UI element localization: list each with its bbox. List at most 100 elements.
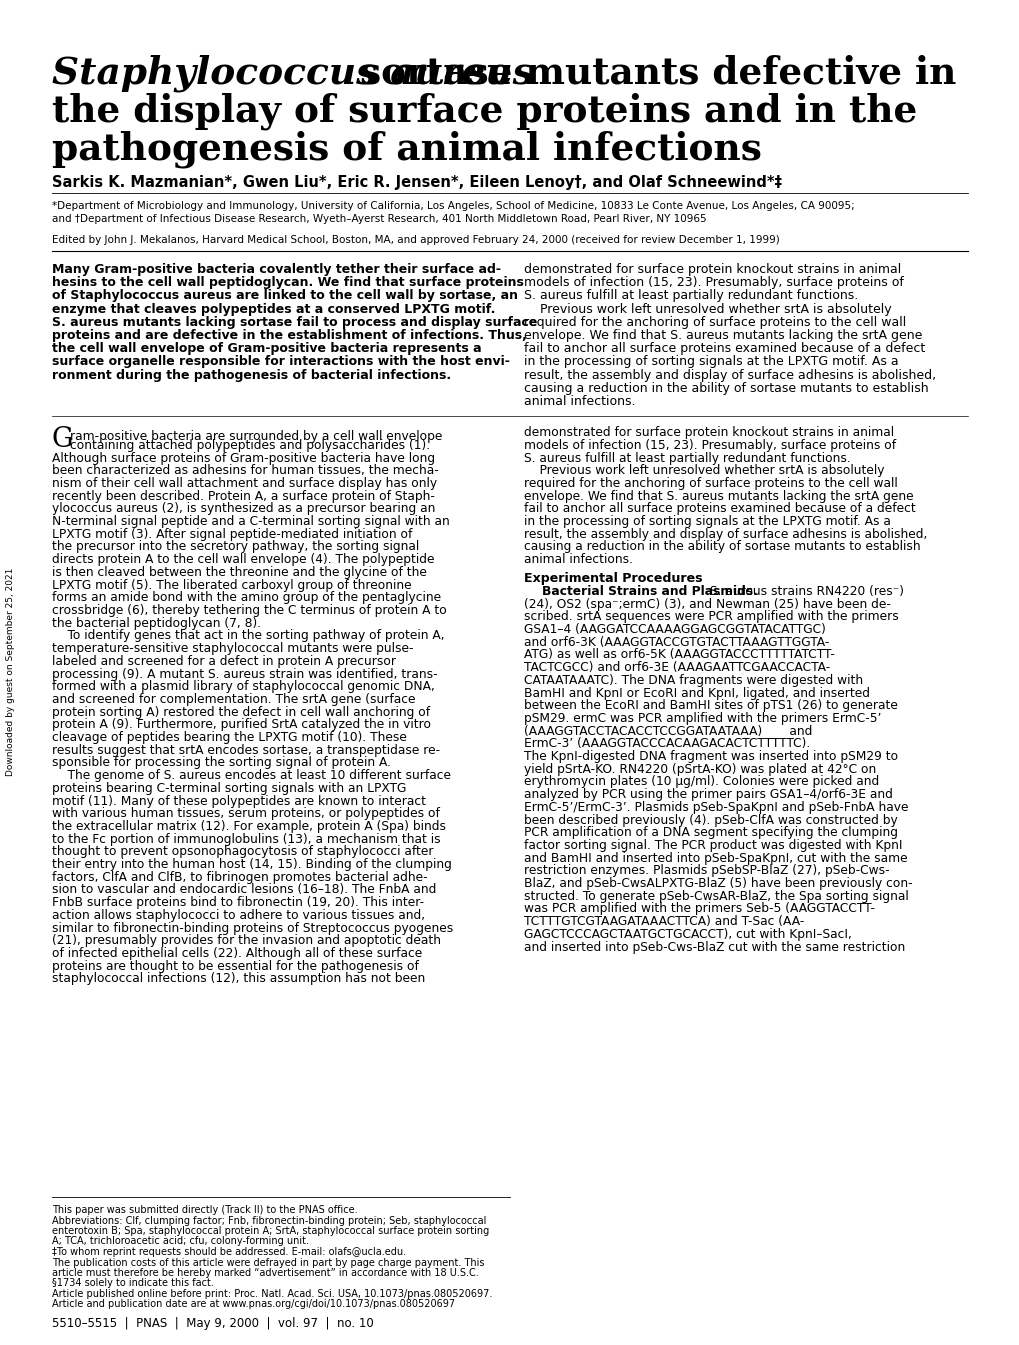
Text: result, the assembly and display of surface adhesins is abolished,: result, the assembly and display of surf… (524, 527, 926, 541)
Text: between the EcoRI and BamHI sites of pTS1 (26) to generate: between the EcoRI and BamHI sites of pTS… (524, 699, 897, 713)
Text: §1734 solely to indicate this fact.: §1734 solely to indicate this fact. (52, 1278, 214, 1289)
Text: causing a reduction in the ability of sortase mutants to establish: causing a reduction in the ability of so… (524, 541, 920, 554)
Text: was PCR amplified with the primers Seb-5 (AAGGTACCTT-: was PCR amplified with the primers Seb-5… (524, 902, 874, 916)
Text: ErmC-3’ (AAAGGTACCCACAAGACACTCTTTTTC).: ErmC-3’ (AAAGGTACCCACAAGACACTCTTTTTC). (524, 737, 809, 751)
Text: in the processing of sorting signals at the LPXTG motif. As a: in the processing of sorting signals at … (524, 515, 890, 529)
Text: sion to vascular and endocardic lesions (16–18). The FnbA and: sion to vascular and endocardic lesions … (52, 884, 436, 896)
Text: pSM29. ermC was PCR amplified with the primers ErmC-5’: pSM29. ermC was PCR amplified with the p… (524, 712, 880, 725)
Text: TCTTTGTCGTAAGATAAACTTCA) and T-Sac (AA-: TCTTTGTCGTAAGATAAACTTCA) and T-Sac (AA- (524, 915, 804, 928)
Text: to the Fc portion of immunoglobulins (13), a mechanism that is: to the Fc portion of immunoglobulins (13… (52, 833, 440, 846)
Text: of Staphylococcus aureus are linked to the cell wall by sortase, an: of Staphylococcus aureus are linked to t… (52, 289, 518, 303)
Text: similar to fibronectin-binding proteins of Streptococcus pyogenes: similar to fibronectin-binding proteins … (52, 921, 452, 935)
Text: sortase mutants defective in: sortase mutants defective in (346, 55, 956, 91)
Text: BlaZ, and pSeb-CwsALPXTG-BlaZ (5) have been previously con-: BlaZ, and pSeb-CwsALPXTG-BlaZ (5) have b… (524, 877, 912, 890)
Text: N-terminal signal peptide and a C-terminal sorting signal with an: N-terminal signal peptide and a C-termin… (52, 515, 449, 529)
Text: Previous work left unresolved whether srtA is absolutely: Previous work left unresolved whether sr… (524, 464, 883, 477)
Text: protein sorting A) restored the defect in cell wall anchoring of: protein sorting A) restored the defect i… (52, 706, 430, 718)
Text: Edited by John J. Mekalanos, Harvard Medical School, Boston, MA, and approved Fe: Edited by John J. Mekalanos, Harvard Med… (52, 235, 779, 245)
Text: animal infections.: animal infections. (524, 395, 635, 408)
Text: article must therefore be hereby marked “advertisement” in accordance with 18 U.: article must therefore be hereby marked … (52, 1268, 478, 1278)
Text: models of infection (15, 23). Presumably, surface proteins of: models of infection (15, 23). Presumably… (524, 438, 896, 452)
Text: labeled and screened for a defect in protein A precursor: labeled and screened for a defect in pro… (52, 655, 395, 668)
Text: S. aureus strains RN4220 (res⁻): S. aureus strains RN4220 (res⁻) (705, 585, 904, 599)
Text: proteins and are defective in the establishment of infections. Thus,: proteins and are defective in the establ… (52, 330, 527, 342)
Text: Experimental Procedures: Experimental Procedures (524, 572, 702, 585)
Text: factors, ClfA and ClfB, to fibrinogen promotes bacterial adhe-: factors, ClfA and ClfB, to fibrinogen pr… (52, 870, 427, 884)
Text: The KpnI-digested DNA fragment was inserted into pSM29 to: The KpnI-digested DNA fragment was inser… (524, 751, 898, 763)
Text: action allows staphylococci to adhere to various tissues and,: action allows staphylococci to adhere to… (52, 909, 425, 921)
Text: factor sorting signal. The PCR product was digested with KpnI: factor sorting signal. The PCR product w… (524, 839, 902, 851)
Text: 5510–5515  |  PNAS  |  May 9, 2000  |  vol. 97  |  no. 10: 5510–5515 | PNAS | May 9, 2000 | vol. 97… (52, 1317, 373, 1330)
Text: processing (9). A mutant S. aureus strain was identified, trans-: processing (9). A mutant S. aureus strai… (52, 667, 437, 681)
Text: (21), presumably provides for the invasion and apoptotic death: (21), presumably provides for the invasi… (52, 935, 440, 947)
Text: demonstrated for surface protein knockout strains in animal: demonstrated for surface protein knockou… (524, 426, 894, 440)
Text: A; TCA, trichloroacetic acid; cfu, colony-forming unit.: A; TCA, trichloroacetic acid; cfu, colon… (52, 1236, 309, 1245)
Text: Many Gram-positive bacteria covalently tether their surface ad-: Many Gram-positive bacteria covalently t… (52, 264, 500, 276)
Text: and BamHI and inserted into pSeb-SpaKpnI, cut with the same: and BamHI and inserted into pSeb-SpaKpnI… (524, 851, 907, 865)
Text: thought to prevent opsonophagocytosis of staphylococci after: thought to prevent opsonophagocytosis of… (52, 845, 433, 858)
Text: Article and publication date are at www.pnas.org/cgi/doi/10.1073/pnas.080520697: Article and publication date are at www.… (52, 1299, 454, 1309)
Text: This paper was submitted directly (Track II) to the PNAS office.: This paper was submitted directly (Track… (52, 1205, 358, 1215)
Text: pathogenesis of animal infections: pathogenesis of animal infections (52, 130, 761, 168)
Text: ylococcus aureus (2), is synthesized as a precursor bearing an: ylococcus aureus (2), is synthesized as … (52, 503, 435, 515)
Text: containing attached polypeptides and polysaccharides (1).: containing attached polypeptides and pol… (70, 438, 430, 452)
Text: structed. To generate pSeb-CwsAR-BlaZ, the Spa sorting signal: structed. To generate pSeb-CwsAR-BlaZ, t… (524, 890, 908, 902)
Text: results suggest that srtA encodes sortase, a transpeptidase re-: results suggest that srtA encodes sortas… (52, 744, 439, 757)
Text: ErmC-5’/ErmC-3’. Plasmids pSeb-SpaKpnI and pSeb-FnbA have: ErmC-5’/ErmC-3’. Plasmids pSeb-SpaKpnI a… (524, 800, 908, 814)
Text: fail to anchor all surface proteins examined because of a defect: fail to anchor all surface proteins exam… (524, 503, 915, 515)
Text: *Department of Microbiology and Immunology, University of California, Los Angele: *Department of Microbiology and Immunolo… (52, 200, 854, 211)
Text: required for the anchoring of surface proteins to the cell wall: required for the anchoring of surface pr… (524, 316, 905, 328)
Text: and inserted into pSeb-Cws-BlaZ cut with the same restriction: and inserted into pSeb-Cws-BlaZ cut with… (524, 940, 905, 954)
Text: the cell wall envelope of Gram-positive bacteria represents a: the cell wall envelope of Gram-positive … (52, 342, 481, 355)
Text: with various human tissues, serum proteins, or polypeptides of: with various human tissues, serum protei… (52, 807, 439, 820)
Text: surface organelle responsible for interactions with the host envi-: surface organelle responsible for intera… (52, 355, 510, 369)
Text: the display of surface proteins and in the: the display of surface proteins and in t… (52, 93, 916, 130)
Text: The genome of S. aureus encodes at least 10 different surface: The genome of S. aureus encodes at least… (52, 769, 450, 781)
Text: GSA1–4 (AAGGATCCAAAAGGAGCGGTATACATTGC): GSA1–4 (AAGGATCCAAAAGGAGCGGTATACATTGC) (524, 623, 825, 636)
Text: enterotoxin B; Spa, staphylococcal protein A; SrtA, staphylococcal surface prote: enterotoxin B; Spa, staphylococcal prote… (52, 1227, 489, 1236)
Text: proteins bearing C-terminal sorting signals with an LPXTG: proteins bearing C-terminal sorting sign… (52, 781, 406, 795)
Text: staphylococcal infections (12), this assumption has not been: staphylococcal infections (12), this ass… (52, 972, 425, 986)
Text: envelope. We find that S. aureus mutants lacking the srtA gene: envelope. We find that S. aureus mutants… (524, 490, 913, 503)
Text: Abbreviations: Clf, clumping factor; Fnb, fibronectin-binding protein; Seb, stap: Abbreviations: Clf, clumping factor; Fnb… (52, 1216, 486, 1227)
Text: ‡To whom reprint requests should be addressed. E-mail: olafs@ucla.edu.: ‡To whom reprint requests should be addr… (52, 1247, 406, 1258)
Text: the bacterial peptidoglycan (7, 8).: the bacterial peptidoglycan (7, 8). (52, 617, 261, 629)
Text: temperature-sensitive staphylococcal mutants were pulse-: temperature-sensitive staphylococcal mut… (52, 642, 413, 655)
Text: FnbB surface proteins bind to fibronectin (19, 20). This inter-: FnbB surface proteins bind to fibronecti… (52, 896, 424, 909)
Text: required for the anchoring of surface proteins to the cell wall: required for the anchoring of surface pr… (524, 477, 897, 490)
Text: and screened for complementation. The srtA gene (surface: and screened for complementation. The sr… (52, 693, 415, 706)
Text: causing a reduction in the ability of sortase mutants to establish: causing a reduction in the ability of so… (524, 382, 927, 395)
Text: scribed. srtA sequences were PCR amplified with the primers: scribed. srtA sequences were PCR amplifi… (524, 611, 898, 623)
Text: S. aureus mutants lacking sortase fail to process and display surface: S. aureus mutants lacking sortase fail t… (52, 316, 537, 328)
Text: forms an amide bond with the amino group of the pentaglycine: forms an amide bond with the amino group… (52, 592, 440, 604)
Text: restriction enzymes. Plasmids pSebSP-BlaZ (27), pSeb-Cws-: restriction enzymes. Plasmids pSebSP-Bla… (524, 865, 889, 877)
Text: Sarkis K. Mazmanian*, Gwen Liu*, Eric R. Jensen*, Eileen Lenoy†, and Olaf Schnee: Sarkis K. Mazmanian*, Gwen Liu*, Eric R.… (52, 175, 782, 190)
Text: The publication costs of this article were defrayed in part by page charge payme: The publication costs of this article we… (52, 1258, 484, 1268)
Text: directs protein A to the cell wall envelope (4). The polypeptide: directs protein A to the cell wall envel… (52, 553, 434, 566)
Text: GAGCTCCCAGCTAATGCTGCACCT), cut with KpnI–SacI,: GAGCTCCCAGCTAATGCTGCACCT), cut with KpnI… (524, 928, 851, 942)
Text: in the processing of sorting signals at the LPXTG motif. As a: in the processing of sorting signals at … (524, 355, 898, 369)
Text: CATAATAAATC). The DNA fragments were digested with: CATAATAAATC). The DNA fragments were dig… (524, 674, 862, 687)
Text: Previous work left unresolved whether srtA is absolutely: Previous work left unresolved whether sr… (524, 303, 891, 316)
Text: TACTCGCC) and orf6-3E (AAAGAATTCGAACCACTA-: TACTCGCC) and orf6-3E (AAAGAATTCGAACCACT… (524, 662, 829, 674)
Text: Article published online before print: Proc. Natl. Acad. Sci. USA, 10.1073/pnas.: Article published online before print: P… (52, 1289, 492, 1299)
Text: of infected epithelial cells (22). Although all of these surface: of infected epithelial cells (22). Altho… (52, 947, 422, 960)
Text: proteins are thought to be essential for the pathogenesis of: proteins are thought to be essential for… (52, 959, 419, 972)
Text: crossbridge (6), thereby tethering the C terminus of protein A to: crossbridge (6), thereby tethering the C… (52, 604, 446, 617)
Text: is then cleaved between the threonine and the glycine of the: is then cleaved between the threonine an… (52, 566, 427, 578)
Text: result, the assembly and display of surface adhesins is abolished,: result, the assembly and display of surf… (524, 369, 935, 382)
Text: demonstrated for surface protein knockout strains in animal: demonstrated for surface protein knockou… (524, 264, 901, 276)
Text: their entry into the human host (14, 15). Binding of the clumping: their entry into the human host (14, 15)… (52, 858, 451, 872)
Text: and orf6-3K (AAAGGTACCGTGTACTTAAAGTTGGTA-: and orf6-3K (AAAGGTACCGTGTACTTAAAGTTGGTA… (524, 636, 828, 648)
Text: S. aureus fulfill at least partially redundant functions.: S. aureus fulfill at least partially red… (524, 452, 850, 464)
Text: ronment during the pathogenesis of bacterial infections.: ronment during the pathogenesis of bacte… (52, 369, 450, 382)
Text: and †Department of Infectious Disease Research, Wyeth–Ayerst Research, 401 North: and †Department of Infectious Disease Re… (52, 214, 706, 225)
Text: (24), OS2 (spa⁻;ermC) (3), and Newman (25) have been de-: (24), OS2 (spa⁻;ermC) (3), and Newman (2… (524, 597, 890, 611)
Text: nism of their cell wall attachment and surface display has only: nism of their cell wall attachment and s… (52, 477, 437, 490)
Text: LPXTG motif (5). The liberated carboxyl group of threonine: LPXTG motif (5). The liberated carboxyl … (52, 578, 412, 592)
Text: Although surface proteins of Gram-positive bacteria have long: Although surface proteins of Gram-positi… (52, 452, 435, 464)
Text: Downloaded by guest on September 25, 2021: Downloaded by guest on September 25, 202… (6, 568, 15, 776)
Text: BamHI and KpnI or EcoRI and KpnI, ligated, and inserted: BamHI and KpnI or EcoRI and KpnI, ligate… (524, 686, 869, 699)
Text: PCR amplification of a DNA segment specifying the clumping: PCR amplification of a DNA segment speci… (524, 826, 897, 839)
Text: motif (11). Many of these polypeptides are known to interact: motif (11). Many of these polypeptides a… (52, 795, 426, 807)
